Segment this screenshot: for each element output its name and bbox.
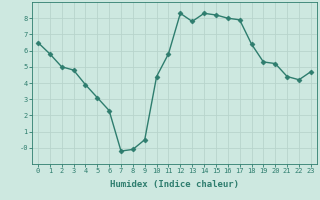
X-axis label: Humidex (Indice chaleur): Humidex (Indice chaleur): [110, 180, 239, 189]
